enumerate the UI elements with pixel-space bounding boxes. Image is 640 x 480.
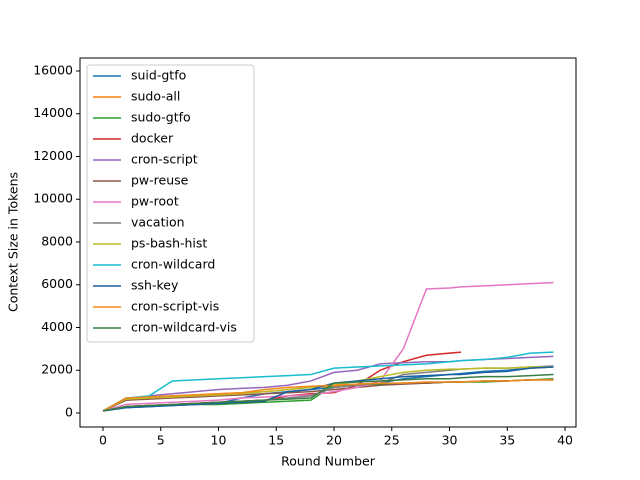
legend-label: pw-root [131, 194, 179, 209]
legend-label: suid-gtfo [131, 68, 186, 83]
legend-box [86, 64, 255, 343]
series-line [102, 373, 554, 412]
x-tick-label: 0 [99, 433, 107, 448]
series-line [102, 379, 554, 412]
legend-label: pw-reuse [131, 173, 189, 188]
legend-label: cron-script [131, 152, 198, 167]
y-tick-label: 0 [65, 404, 73, 419]
y-tick-label: 10000 [33, 191, 73, 206]
x-tick-label: 40 [557, 433, 573, 448]
series-line [102, 351, 554, 412]
x-tick-label: 20 [326, 433, 342, 448]
legend-label: ssh-key [131, 278, 179, 293]
x-tick-label: 10 [211, 433, 227, 448]
y-tick-label: 14000 [33, 105, 73, 120]
legend-label: cron-wildcard [131, 257, 215, 272]
x-tick-label: 30 [442, 433, 458, 448]
x-tick-label: 25 [384, 433, 400, 448]
x-tick-label: 5 [157, 433, 165, 448]
legend-label: sudo-gtfo [131, 110, 191, 125]
series-line [102, 281, 554, 412]
y-tick-label: 2000 [41, 362, 73, 377]
plot-frame [79, 57, 577, 428]
x-axis-label: Round Number [281, 454, 376, 469]
y-tick-label: 16000 [33, 62, 73, 77]
legend-label: cron-script-vis [131, 299, 219, 314]
legend-label: sudo-all [131, 89, 180, 104]
y-tick-label: 12000 [33, 148, 73, 163]
legend-label: docker [131, 131, 174, 146]
legend-label: cron-wildcard-vis [131, 320, 237, 335]
legend-label: ps-bash-hist [131, 236, 207, 251]
y-tick-label: 4000 [41, 319, 73, 334]
x-tick-label: 35 [499, 433, 515, 448]
legend-label: vacation [131, 215, 185, 230]
y-axis-label: Context Size in Tokens [6, 172, 21, 312]
y-tick-label: 8000 [41, 233, 73, 248]
x-tick-label: 15 [268, 433, 284, 448]
y-tick-label: 6000 [41, 276, 73, 291]
